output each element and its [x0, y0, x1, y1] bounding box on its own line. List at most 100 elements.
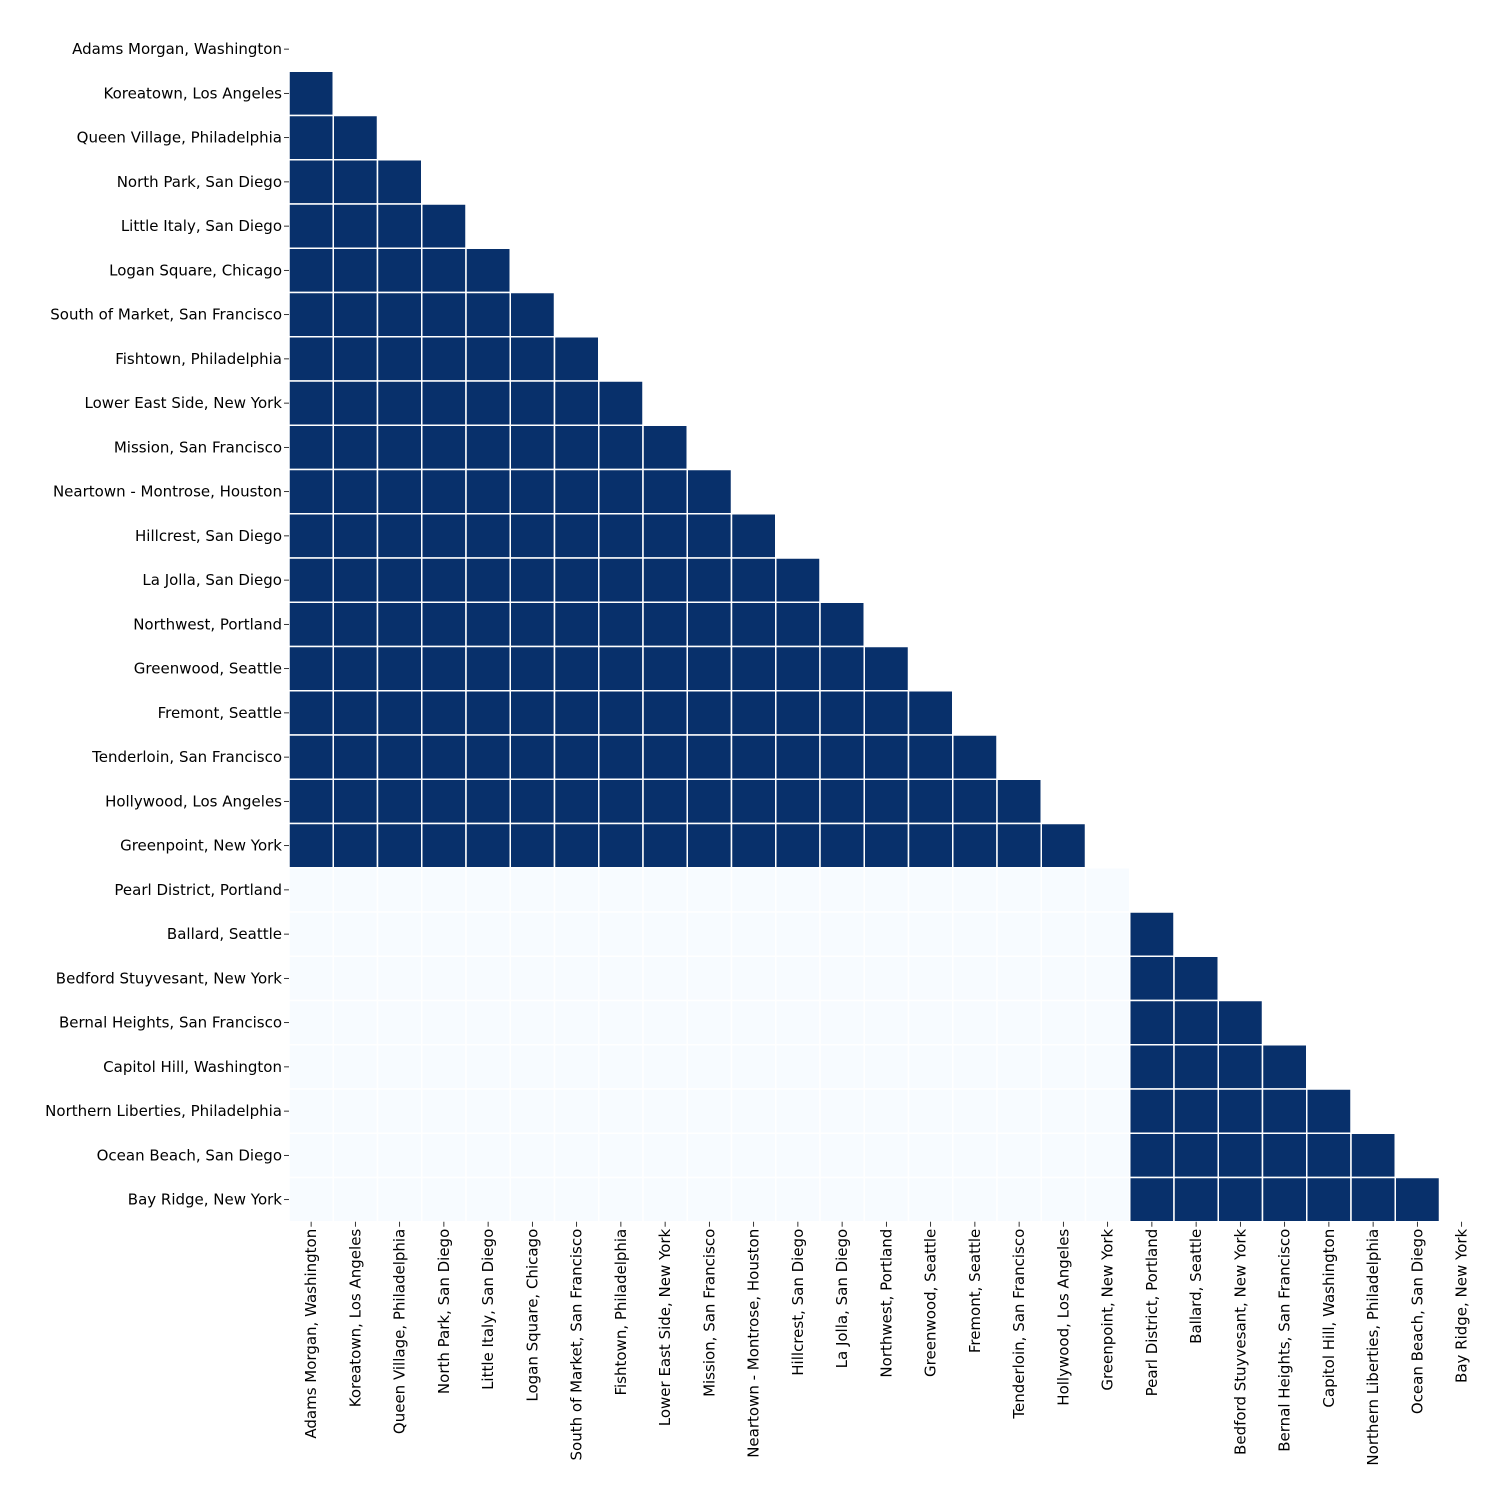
heatmap-cell — [598, 822, 644, 869]
heatmap-cell — [1261, 1044, 1308, 1090]
row-label: Fishtown, Philadelphia — [115, 350, 282, 368]
heatmap-cell — [598, 999, 644, 1046]
heatmap-cell — [819, 1088, 865, 1134]
column-label: La Jolla, San Diego — [833, 1229, 851, 1369]
heatmap-cell — [819, 911, 865, 957]
heatmap-cell — [819, 690, 865, 736]
heatmap-cell — [1394, 1176, 1441, 1223]
column-label: Mission, San Francisco — [700, 1229, 718, 1397]
heatmap-cell — [376, 778, 423, 825]
heatmap-cell — [819, 1132, 865, 1179]
heatmap-cell — [465, 778, 511, 825]
heatmap-cell — [775, 1176, 821, 1223]
row-label: Logan Square, Chicago — [109, 261, 282, 279]
row-label: Pearl District, Portland — [114, 881, 282, 899]
heatmap-cell — [509, 1088, 556, 1134]
heatmap-cell — [642, 645, 688, 692]
heatmap-cell — [686, 955, 733, 1002]
heatmap-cell — [288, 867, 334, 913]
heatmap-cell — [775, 867, 821, 913]
heatmap-cell — [421, 203, 467, 249]
column-label: Bedford Stuyvesant, New York — [1231, 1228, 1249, 1455]
heatmap-cell — [332, 645, 379, 692]
heatmap-cell — [996, 955, 1042, 1002]
heatmap-cell — [553, 424, 600, 471]
heatmap-cell — [775, 690, 821, 736]
heatmap-cell — [730, 1088, 777, 1134]
heatmap-cell — [509, 1132, 556, 1179]
heatmap-cell — [332, 1088, 379, 1134]
heatmap-cell — [863, 645, 910, 692]
heatmap-cell — [730, 1044, 777, 1090]
heatmap-cell — [288, 557, 334, 603]
heatmap-cell — [376, 1132, 423, 1179]
heatmap-cell — [288, 645, 334, 692]
heatmap-cell — [1129, 1088, 1175, 1134]
heatmap-cell — [642, 778, 688, 825]
heatmap-cell — [376, 911, 423, 957]
heatmap-cell — [598, 424, 644, 471]
heatmap-cell — [598, 380, 644, 426]
heatmap-cell — [509, 645, 556, 692]
column-label: Logan Square, Chicago — [523, 1229, 541, 1402]
heatmap-cell — [730, 999, 777, 1046]
column-label: Lower East Side, New York — [656, 1228, 674, 1426]
heatmap-cell — [465, 247, 511, 294]
heatmap-cell — [775, 601, 821, 648]
heatmap-cell — [1129, 911, 1175, 957]
column-label: Bay Ridge, New York — [1453, 1228, 1471, 1383]
column-label: Greenpoint, New York — [1099, 1228, 1117, 1390]
heatmap-cell — [332, 468, 379, 515]
heatmap-cell — [509, 380, 556, 426]
heatmap-cell — [1173, 1176, 1219, 1223]
heatmap-cell — [686, 557, 733, 603]
heatmap-cell — [509, 955, 556, 1002]
heatmap-cell — [421, 291, 467, 338]
heatmap-cell — [775, 1132, 821, 1179]
heatmap-cell — [996, 911, 1042, 957]
heatmap-cell — [465, 336, 511, 382]
heatmap-cell — [288, 424, 334, 471]
heatmap-cell — [907, 690, 954, 736]
heatmap-cell — [730, 911, 777, 957]
heatmap-cell — [421, 1132, 467, 1179]
column-label: Adams Morgan, Washington — [302, 1229, 320, 1439]
heatmap-cell — [288, 734, 334, 780]
heatmap-cell — [907, 999, 954, 1046]
heatmap-cell — [642, 822, 688, 869]
heatmap-cell — [1084, 999, 1131, 1046]
row-label: Northwest, Portland — [133, 615, 282, 633]
heatmap-cell — [288, 159, 334, 205]
heatmap-cell — [1306, 1088, 1352, 1134]
heatmap-cell — [819, 867, 865, 913]
heatmap-cell — [509, 291, 556, 338]
heatmap-cell — [863, 822, 910, 869]
heatmap-cell — [1173, 1088, 1219, 1134]
heatmap-cell — [288, 468, 334, 515]
heatmap-cell — [332, 955, 379, 1002]
heatmap-cell — [465, 1044, 511, 1090]
heatmap-cell — [598, 911, 644, 957]
heatmap-cell — [332, 159, 379, 205]
heatmap-cell — [730, 778, 777, 825]
heatmap-cell — [553, 380, 600, 426]
heatmap-cell — [332, 1176, 379, 1223]
heatmap-cell — [1040, 911, 1087, 957]
heatmap-cell — [642, 690, 688, 736]
heatmap-cell — [465, 1176, 511, 1223]
heatmap-cell — [421, 645, 467, 692]
heatmap-cell — [730, 513, 777, 559]
row-label: Little Italy, San Diego — [121, 217, 282, 235]
heatmap-cell — [952, 1088, 998, 1134]
heatmap-cell — [332, 114, 379, 161]
heatmap-cell — [863, 1132, 910, 1179]
heatmap-cell — [553, 557, 600, 603]
heatmap-cell — [863, 955, 910, 1002]
column-label: Northern Liberties, Philadelphia — [1364, 1229, 1382, 1466]
heatmap-cell — [1129, 1176, 1175, 1223]
heatmap-cell — [553, 645, 600, 692]
heatmap-cell — [907, 1132, 954, 1179]
heatmap-cell — [465, 601, 511, 648]
row-label: Tenderloin, San Francisco — [91, 748, 282, 766]
heatmap-cell — [642, 734, 688, 780]
